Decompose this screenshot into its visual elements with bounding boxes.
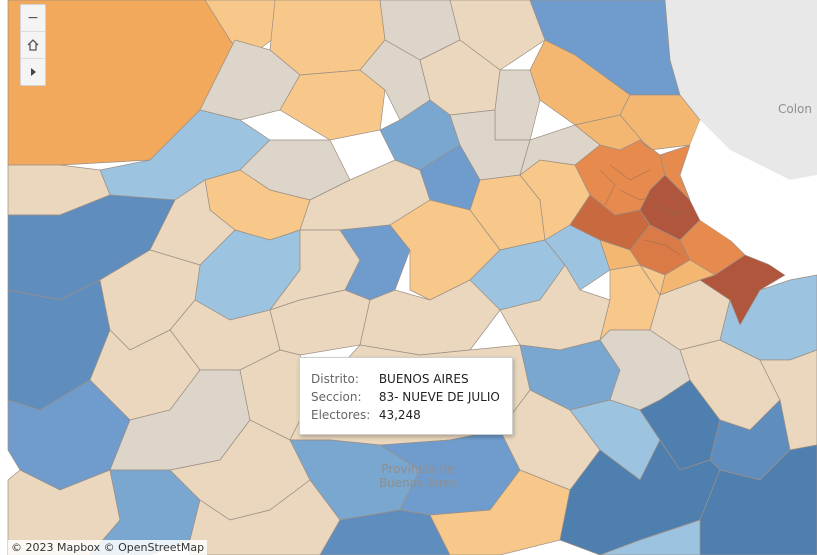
tooltip-value: BUENOS AIRES <box>378 372 469 386</box>
rio-de-la-plata <box>680 95 817 275</box>
tooltip-key: Electores: <box>311 408 371 422</box>
tooltip-row-electores: Electores: 43,248 <box>311 408 421 422</box>
tooltip-value: 43,248 <box>378 408 421 422</box>
uruguay-land <box>665 0 817 180</box>
tooltip-value: 83- NUEVE DE JULIO <box>378 390 500 404</box>
district[interactable] <box>599 519 701 555</box>
district[interactable] <box>699 254 786 326</box>
district[interactable] <box>204 0 286 61</box>
home-button[interactable] <box>21 32 45 59</box>
country-label: Colon <box>778 102 813 116</box>
expand-button[interactable] <box>21 59 45 85</box>
district[interactable] <box>559 439 721 555</box>
zoom-out-button[interactable]: − <box>21 5 45 32</box>
district[interactable] <box>639 264 666 296</box>
tooltip-key: Seccion: <box>311 390 362 404</box>
map-attribution[interactable]: © 2023 Mapbox © OpenStreetMap <box>8 540 208 555</box>
map-controls: − <box>20 4 46 86</box>
minus-icon: − <box>27 10 39 26</box>
district[interactable] <box>659 144 691 201</box>
district[interactable] <box>449 0 546 71</box>
tooltip-row-seccion: Seccion: 83- NUEVE DE JULIO <box>311 390 500 404</box>
home-icon <box>27 39 39 51</box>
tooltip: Distrito: BUENOS AIRES Seccion: 83- NUEV… <box>299 357 513 435</box>
tooltip-key: Distrito: <box>311 372 359 386</box>
conurbano-borders <box>599 164 691 256</box>
province-label-line2: Buenos Aires <box>378 476 458 490</box>
province-label-line1: Provincia de <box>381 462 455 476</box>
district-polygons[interactable] <box>7 0 817 555</box>
district[interactable] <box>574 114 651 151</box>
tooltip-row-distrito: Distrito: BUENOS AIRES <box>311 372 469 386</box>
play-triangle-icon <box>31 68 36 76</box>
province-label: Provincia de Buenos Aires <box>368 462 468 490</box>
